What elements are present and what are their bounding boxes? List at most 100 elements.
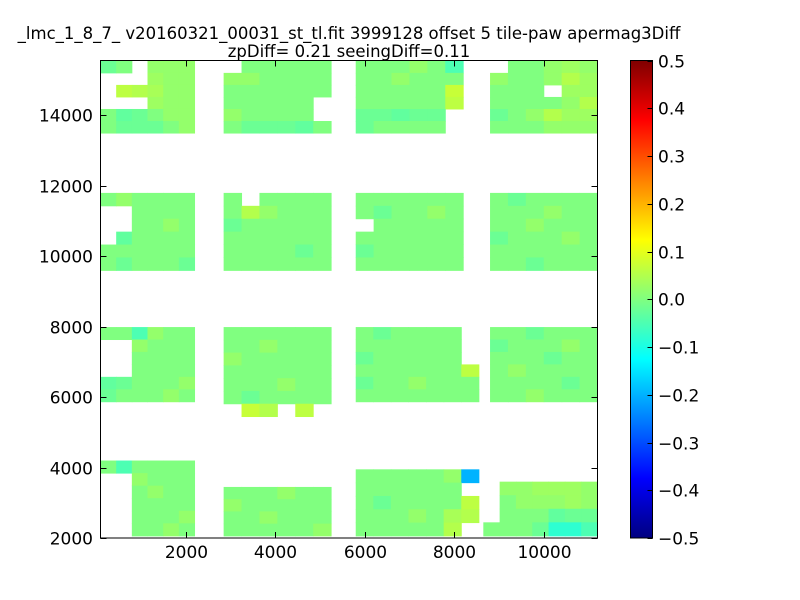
heatmap-cell <box>461 509 480 524</box>
heatmap-tile-row3-col1 <box>100 192 196 271</box>
heatmap-cell <box>390 376 409 390</box>
heatmap-cell <box>579 257 598 271</box>
heatmap-cell <box>313 390 332 405</box>
heatmap-cell <box>131 498 149 512</box>
heatmap-cell <box>131 327 149 341</box>
colorbar: 0.5 0.4 0.3 0.2 0.1 0.0 −0.1 −0.2 −0.3 −0.4 −0.5 <box>630 53 699 550</box>
heatmap-cell <box>163 510 180 524</box>
heatmap-cell <box>295 339 314 354</box>
heatmap-cell <box>561 108 581 122</box>
x-tick-label: 6000 <box>344 543 387 563</box>
heatmap-cell <box>525 351 545 365</box>
heatmap-cell <box>525 121 545 134</box>
heatmap-cell <box>163 244 180 258</box>
heatmap-cell <box>241 72 260 86</box>
colorbar-tick-label: 0.4 <box>658 100 685 120</box>
heatmap-cell <box>241 365 260 379</box>
heatmap-cell <box>390 509 409 524</box>
heatmap-cell <box>116 60 133 74</box>
heatmap-cell <box>223 84 243 98</box>
heatmap-cell <box>259 231 278 246</box>
heatmap-cell <box>116 389 133 403</box>
heatmap-cell <box>515 495 533 510</box>
heatmap-cell <box>178 339 196 353</box>
heatmap-cell <box>178 108 196 122</box>
heatmap-cell <box>490 108 509 122</box>
heatmap-cell <box>579 218 598 233</box>
colorbar-tick-label: −0.3 <box>658 435 699 455</box>
heatmap-cell <box>178 498 196 512</box>
heatmap-cell <box>116 244 133 258</box>
heatmap-cell <box>223 339 243 354</box>
heatmap-cell <box>391 231 410 246</box>
heatmap-cell <box>408 364 427 378</box>
heatmap-tile-row1-col3 <box>355 469 480 537</box>
heatmap-cell <box>490 72 509 86</box>
heatmap-cell <box>445 192 464 207</box>
heatmap-cell <box>490 218 509 233</box>
heatmap-cell <box>548 522 566 537</box>
heatmap-cell <box>277 96 296 110</box>
heatmap-cell <box>355 509 374 524</box>
heatmap-cell <box>409 108 428 122</box>
heatmap-cell <box>490 376 509 390</box>
heatmap-cell <box>163 460 180 474</box>
heatmap-cell <box>131 389 149 403</box>
heatmap-cell <box>443 327 462 341</box>
colorbar-tick-label: −0.4 <box>658 482 699 502</box>
heatmap-cell <box>427 192 446 207</box>
heatmap-cell <box>147 257 164 271</box>
heatmap-cell <box>409 231 428 246</box>
heatmap-cell <box>163 121 180 134</box>
heatmap-cell <box>277 339 296 354</box>
heatmap-cell <box>131 351 149 365</box>
heatmap-cell <box>373 327 392 341</box>
heatmap-cell <box>295 390 314 405</box>
heatmap-cell <box>581 508 598 523</box>
heatmap-cell <box>277 121 296 134</box>
heatmap-cell <box>391 60 410 74</box>
heatmap-cell <box>373 192 393 207</box>
heatmap-cell <box>223 96 243 110</box>
heatmap-cell <box>241 96 260 110</box>
heatmap-cell <box>525 205 545 220</box>
heatmap-cell <box>561 244 581 258</box>
heatmap-cell <box>373 522 392 537</box>
heatmap-cell <box>532 481 550 496</box>
heatmap-cell <box>443 364 462 378</box>
heatmap-cell <box>313 192 332 207</box>
heatmap-cell <box>178 327 196 341</box>
heatmap-cell <box>178 84 196 98</box>
heatmap-cell <box>507 364 527 378</box>
heatmap-cell <box>147 244 164 258</box>
heatmap-cell <box>223 352 243 366</box>
heatmap-cell <box>515 508 533 523</box>
heatmap-cell <box>178 485 196 499</box>
heatmap-cell <box>355 351 374 365</box>
heatmap-cell <box>116 376 133 390</box>
heatmap-cell <box>373 205 393 220</box>
heatmap-cell <box>259 378 278 392</box>
heatmap-cell <box>313 218 332 233</box>
heatmap-cell <box>543 218 563 233</box>
heatmap-cell <box>277 327 296 341</box>
heatmap-cell <box>295 244 314 258</box>
heatmap-cell <box>277 352 296 366</box>
heatmap-cell <box>564 522 582 537</box>
heatmap-cell <box>408 495 427 510</box>
heatmap-cell <box>277 365 296 379</box>
heatmap-cell <box>579 231 598 246</box>
heatmap-cell <box>373 495 392 510</box>
heatmap-cell <box>241 339 260 354</box>
heatmap-cell <box>355 231 375 246</box>
heatmap-cell <box>426 364 445 378</box>
heatmap-tile-row4-col1 <box>100 60 196 134</box>
heatmap-cell <box>373 244 393 258</box>
heatmap-cell <box>131 192 149 207</box>
heatmap-cell <box>241 60 260 74</box>
heatmap-cell <box>163 327 180 341</box>
heatmap-cell <box>427 205 446 220</box>
heatmap-cell <box>427 72 446 86</box>
heatmap-cell <box>259 511 278 525</box>
heatmap-cell <box>100 60 117 74</box>
